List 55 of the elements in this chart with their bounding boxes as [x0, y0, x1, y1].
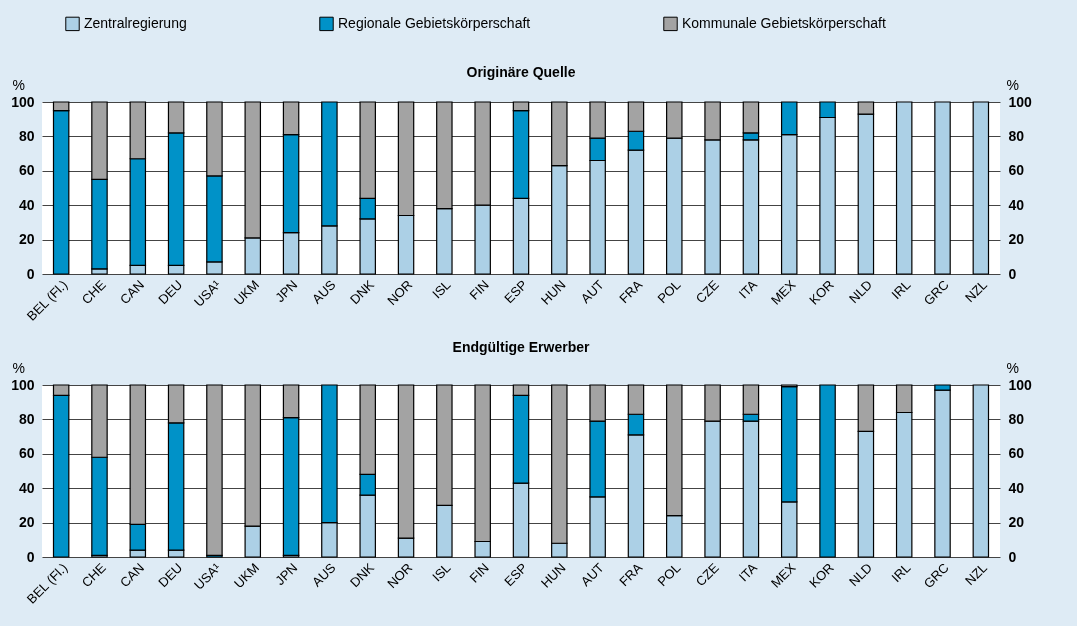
x-tick-label: NLD [846, 277, 876, 307]
y-tick-label: 100 [11, 93, 35, 110]
y2-tick-label: 80 [1008, 410, 1025, 427]
y-tick-label: 20 [18, 514, 35, 531]
x-tick-label: IRL [888, 560, 914, 585]
y-tick-label: 0 [26, 548, 35, 565]
x-tick-label: ISL [429, 560, 454, 585]
legend-label: Zentralregierung [84, 14, 187, 31]
y2-tick-label: 20 [1008, 514, 1025, 531]
x-tick-label: JPN [272, 277, 301, 306]
x-tick-label: CZE [692, 276, 723, 307]
x-tick-label: FRA [616, 276, 646, 307]
legend-label: Regionale Gebietskörperschaft [338, 14, 531, 31]
x-tick-label: JPN [272, 560, 301, 589]
x-tick-label: CZE [692, 559, 723, 590]
x-tick-label: NLD [846, 560, 876, 590]
x-tick-label: FIN [466, 560, 492, 586]
x-tick-label: FRA [616, 559, 646, 590]
x-tick-label: ESP [501, 560, 531, 590]
x-tick-label: ISL [429, 277, 454, 302]
x-tick-label: ITA [735, 276, 761, 302]
y-tick-label: 80 [18, 410, 35, 427]
x-tick-label: IRL [888, 277, 914, 302]
y2-axis-title: % [1006, 76, 1019, 93]
y2-tick-label: 0 [1008, 548, 1017, 565]
y2-tick-label: 60 [1008, 445, 1025, 462]
y2-tick-label: 20 [1008, 231, 1025, 248]
y2-tick-label: 100 [1008, 376, 1033, 393]
y-tick-label: 60 [18, 445, 35, 462]
y-tick-label: 0 [26, 265, 35, 282]
x-tick-label: NZL [962, 560, 991, 589]
y-tick-label: 40 [18, 479, 35, 496]
chart-title: Originäre Quelle [466, 64, 576, 80]
y-tick-label: 40 [18, 196, 35, 213]
y2-tick-label: 80 [1008, 127, 1025, 144]
x-tick-label: ESP [501, 277, 531, 307]
x-tick-label: FIN [466, 277, 492, 303]
y2-tick-label: 100 [1008, 93, 1033, 110]
y2-tick-label: 40 [1008, 196, 1025, 213]
x-tick-label: NZL [962, 277, 991, 306]
y2-axis-title: % [1006, 359, 1019, 376]
y-tick-label: 80 [18, 127, 35, 144]
y2-tick-label: 60 [1008, 162, 1025, 179]
x-tick-label: POL [654, 277, 684, 307]
y-tick-label: 100 [11, 376, 35, 393]
y2-tick-label: 0 [1008, 265, 1017, 282]
x-tick-label: ITA [735, 559, 761, 585]
chart-title: Endgültige Erwerber [452, 339, 590, 355]
y-tick-label: 60 [18, 162, 35, 179]
x-tick-label: POL [654, 560, 684, 590]
y-tick-label: 20 [18, 231, 35, 248]
y-axis-title: % [12, 359, 25, 376]
y-axis-title: % [12, 76, 25, 93]
y2-tick-label: 40 [1008, 479, 1025, 496]
legend-label: Kommunale Gebietskörperschaft [682, 14, 886, 31]
